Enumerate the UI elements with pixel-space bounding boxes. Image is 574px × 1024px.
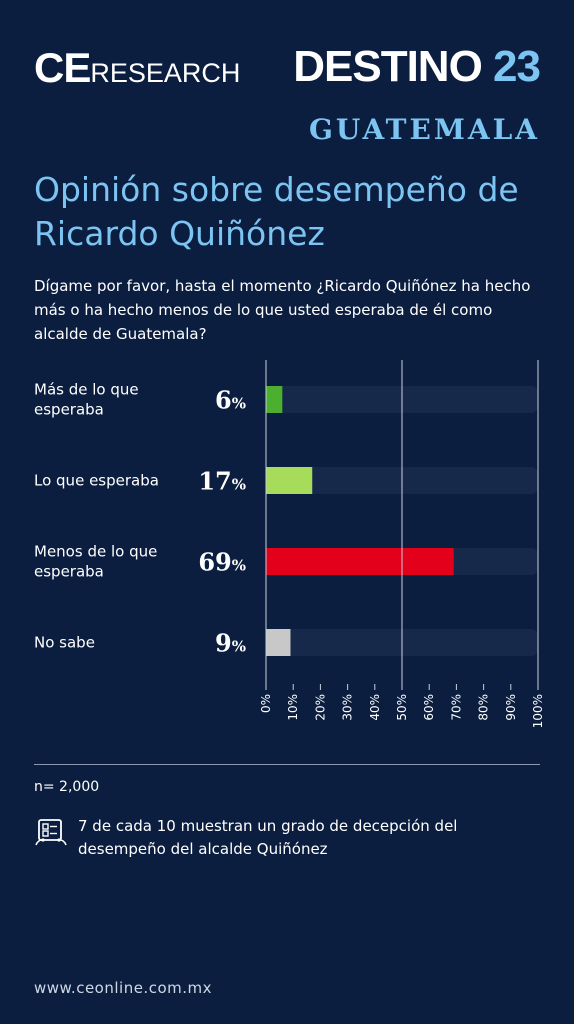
- tick-label: 10%: [286, 694, 300, 721]
- category-label: Lo que esperaba: [34, 472, 159, 490]
- tick-label: 100%: [531, 694, 545, 728]
- destino-logo: DESTINO 23: [293, 42, 541, 92]
- category-label: Más de lo que: [34, 381, 139, 399]
- data-label: 17%: [198, 467, 246, 496]
- survey-question: Dígame por favor, hasta el momento ¿Rica…: [34, 277, 531, 343]
- bar: [266, 548, 454, 575]
- category-label: esperaba: [34, 563, 104, 581]
- destino-number: 23: [493, 42, 541, 91]
- tick-label: 0%: [259, 694, 273, 713]
- chart-title: Opinión sobre desempeño de Ricardo Quiñó…: [34, 170, 519, 253]
- tick-label: 40%: [368, 694, 382, 721]
- tick-label: 30%: [341, 694, 355, 721]
- category-label: esperaba: [34, 401, 104, 419]
- survey-clipboard-icon: [35, 819, 67, 846]
- category-label: Menos de lo que: [34, 543, 157, 561]
- bar: [266, 467, 313, 494]
- destino-word: DESTINO: [293, 42, 483, 91]
- tick-label: 50%: [395, 694, 409, 721]
- bars-layer: [265, 360, 539, 684]
- data-label: 69%: [198, 548, 246, 577]
- tick-label: 90%: [504, 694, 518, 721]
- category-label: No sabe: [34, 634, 95, 652]
- insight-text: 7 de cada 10 muestran un grado de decepc…: [78, 817, 458, 858]
- sample-size: n= 2,000: [34, 779, 100, 795]
- ce-research-logo: CERESEARCH: [34, 46, 240, 100]
- ticks-layer: 0% 10% 20% 30% 40% 50% 60% 70% 80% 90% 100%: [259, 684, 545, 728]
- logo-research-text: RESEARCH: [90, 58, 241, 88]
- footer-divider: [34, 764, 540, 765]
- bar: [266, 386, 283, 413]
- tick-label: 20%: [313, 694, 327, 721]
- tick-label: 60%: [422, 694, 436, 721]
- website-link[interactable]: www.ceonline.com.mx: [34, 979, 212, 997]
- logo-ce-text: CE: [34, 44, 91, 91]
- tick-label: 80%: [477, 694, 491, 721]
- bar-chart: Más de lo que esperaba 6% Lo que esperaba 17…: [34, 360, 545, 728]
- data-label: 9%: [215, 629, 246, 658]
- bar: [266, 629, 291, 656]
- region-label: GUATEMALA: [309, 113, 540, 146]
- tick-label: 70%: [449, 694, 463, 721]
- data-label: 6%: [215, 386, 246, 415]
- labels-layer: Más de lo que esperaba 6% Lo que esperaba 17…: [34, 381, 246, 658]
